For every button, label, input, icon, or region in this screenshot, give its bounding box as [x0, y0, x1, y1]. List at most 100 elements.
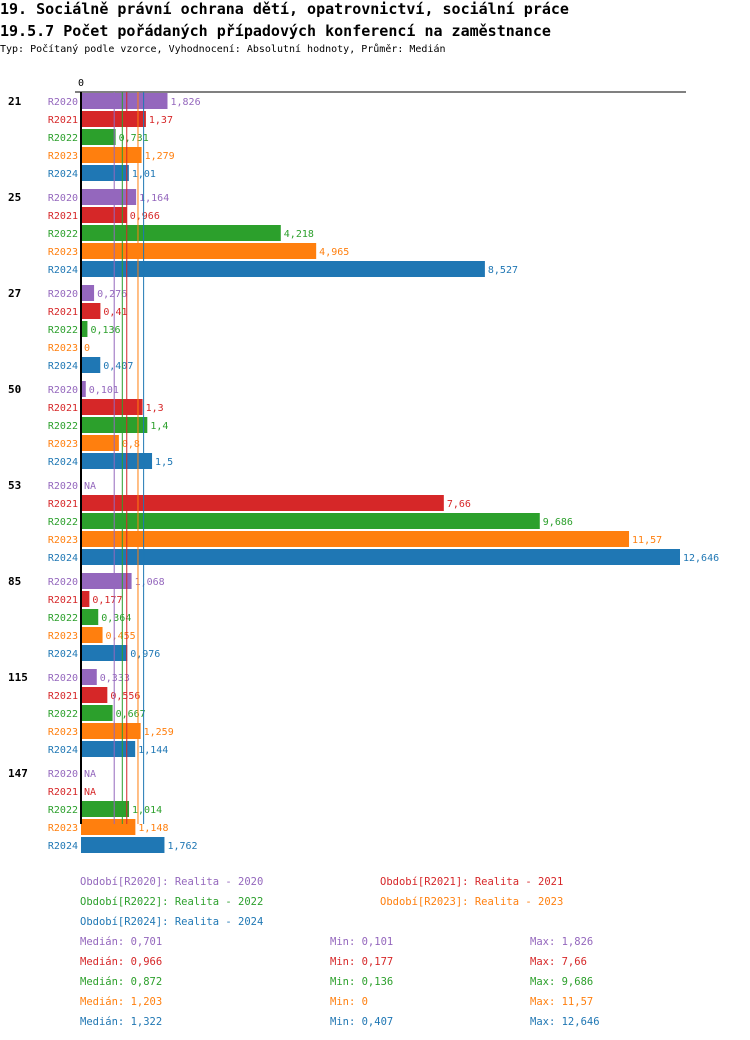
chart-subtitle: 19.5.7 Počet pořádaných případových konf… — [0, 22, 551, 40]
bar — [81, 321, 88, 337]
series-label: R2022 — [48, 709, 78, 720]
series-label: R2023 — [48, 151, 78, 162]
data-label: 0,667 — [116, 709, 146, 720]
data-label: 0,976 — [130, 649, 160, 660]
data-label: 1,279 — [145, 151, 175, 162]
bar — [81, 591, 90, 607]
data-label: 1,3 — [146, 403, 164, 414]
series-label: R2022 — [48, 133, 78, 144]
bar — [81, 453, 153, 469]
bar — [81, 111, 146, 127]
data-label: 0 — [84, 343, 90, 354]
legend-item: Období[R2021]: Realita - 2021 — [380, 876, 564, 888]
series-label: R2021 — [48, 211, 78, 222]
series-label: R2023 — [48, 439, 78, 450]
data-label: 0,101 — [89, 385, 119, 396]
bar — [81, 687, 108, 703]
data-label: 0,136 — [90, 325, 120, 336]
data-label: NA — [84, 787, 96, 798]
series-label: R2024 — [48, 745, 78, 756]
data-label: 1,259 — [144, 727, 174, 738]
data-label: 1,762 — [167, 841, 197, 852]
bar — [81, 381, 86, 397]
stat-max: Max: 12,646 — [530, 1016, 600, 1028]
bar — [81, 705, 113, 721]
series-label: R2024 — [48, 553, 78, 564]
series-label: R2021 — [48, 499, 78, 510]
bar — [81, 531, 630, 547]
bar — [81, 573, 132, 589]
bar — [81, 225, 281, 241]
series-label: R2024 — [48, 265, 78, 276]
bar — [81, 357, 101, 373]
stat-median: Medián: 1,322 — [80, 1016, 163, 1028]
series-label: R2021 — [48, 787, 78, 798]
category-label: 21 — [8, 95, 22, 108]
series-label: R2022 — [48, 517, 78, 528]
series-label: R2020 — [48, 673, 78, 684]
data-label: NA — [84, 769, 96, 780]
bar — [81, 93, 168, 109]
series-label: R2023 — [48, 247, 78, 258]
series-label: R2023 — [48, 631, 78, 642]
stat-median: Medián: 0,872 — [80, 976, 163, 988]
bar — [81, 189, 137, 205]
data-label: 0,41 — [103, 307, 127, 318]
data-label: 1,014 — [132, 805, 162, 816]
series-label: R2021 — [48, 595, 78, 606]
data-label: 0,407 — [103, 361, 133, 372]
series-label: R2020 — [48, 577, 78, 588]
series-label: R2020 — [48, 385, 78, 396]
series-label: R2022 — [48, 613, 78, 624]
bar — [81, 261, 485, 277]
bar — [81, 243, 317, 259]
x-tick-label: 0 — [78, 78, 84, 89]
category-label: 50 — [8, 383, 21, 396]
series-label: R2021 — [48, 691, 78, 702]
data-label: 0,556 — [110, 691, 140, 702]
series-label: R2024 — [48, 361, 78, 372]
stat-max: Max: 7,66 — [530, 956, 587, 968]
legend-item: Období[R2022]: Realita - 2022 — [80, 896, 264, 908]
stat-min: Min: 0,101 — [330, 936, 394, 948]
bar — [81, 549, 680, 565]
bar — [81, 669, 97, 685]
stat-median: Medián: 0,701 — [80, 936, 163, 948]
data-label: 1,068 — [135, 577, 165, 588]
series-label: R2020 — [48, 481, 78, 492]
bar — [81, 207, 127, 223]
series-label: R2021 — [48, 115, 78, 126]
bar — [81, 741, 136, 757]
series-label: R2023 — [48, 727, 78, 738]
series-label: R2021 — [48, 307, 78, 318]
data-label: NA — [84, 481, 96, 492]
stat-min: Min: 0 — [330, 996, 368, 1008]
series-label: R2020 — [48, 289, 78, 300]
data-label: 0,364 — [101, 613, 131, 624]
bar — [81, 609, 99, 625]
bar — [81, 627, 103, 643]
stat-max: Max: 9,686 — [530, 976, 594, 988]
category-label: 147 — [8, 767, 28, 780]
data-label: 0,8 — [122, 439, 140, 450]
data-label: 12,646 — [683, 553, 719, 564]
series-label: R2020 — [48, 97, 78, 108]
data-label: 0,333 — [100, 673, 130, 684]
data-label: 7,66 — [447, 499, 471, 510]
bar-chart: 0 21 R2020 1,826 R2021 1,37 R2022 0,731 R2023 1,2… — [8, 78, 719, 853]
chart-title: 19. Sociálně právní ochrana dětí, opatro… — [0, 0, 569, 18]
bar — [81, 801, 130, 817]
data-label: 0,276 — [97, 289, 127, 300]
bar — [81, 303, 101, 319]
bar — [81, 165, 129, 181]
legend-item: Období[R2024]: Realita - 2024 — [80, 916, 264, 928]
data-label: 0,455 — [106, 631, 136, 642]
stat-min: Min: 0,136 — [330, 976, 394, 988]
series-label: R2023 — [48, 823, 78, 834]
legend-item: Období[R2020]: Realita - 2020 — [80, 876, 264, 888]
stat-max: Max: 1,826 — [530, 936, 594, 948]
data-label: 0,177 — [92, 595, 122, 606]
stat-median: Medián: 0,966 — [80, 956, 163, 968]
data-label: 1,148 — [138, 823, 168, 834]
data-label: 9,686 — [543, 517, 573, 528]
